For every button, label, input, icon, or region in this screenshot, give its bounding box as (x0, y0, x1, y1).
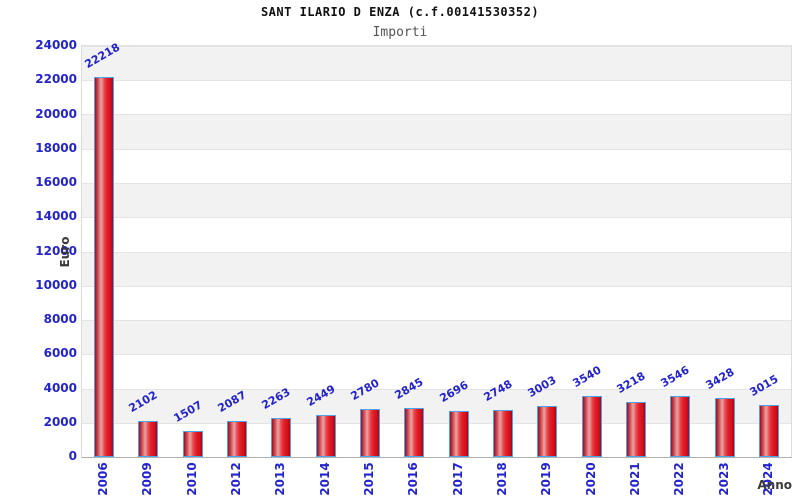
x-tick-label: 2019 (539, 462, 554, 496)
x-tick-label: 2021 (627, 462, 642, 496)
bar-2010 (183, 431, 203, 457)
y-tick-label: 22000 (35, 72, 77, 87)
x-tick-label: 2012 (229, 462, 244, 496)
grid-band (82, 217, 791, 252)
bar-2024 (759, 405, 779, 457)
x-tick-label: 2009 (140, 462, 155, 496)
grid-band (82, 114, 791, 149)
chart-subtitle: Importi (372, 25, 428, 40)
bar-2019 (537, 406, 557, 457)
x-axis-title: Anno (757, 478, 792, 492)
bar-2014 (316, 415, 336, 457)
x-tick-label: 2014 (317, 462, 332, 496)
y-tick-label: 6000 (43, 346, 77, 361)
bar-2013 (271, 418, 291, 457)
bar-2022 (670, 396, 690, 457)
bar-2023 (715, 398, 735, 457)
grid-band (82, 148, 791, 183)
bar-2020 (582, 396, 602, 457)
bar-2018 (493, 410, 513, 457)
bar-2012 (227, 421, 247, 457)
x-tick-label: 2015 (362, 462, 377, 496)
y-tick-label: 12000 (35, 243, 77, 258)
grid-band (82, 354, 791, 389)
grid-band (82, 80, 791, 115)
grid-band (82, 46, 791, 81)
y-tick-label: 16000 (35, 175, 77, 189)
grid-band (82, 319, 791, 355)
bar-2009 (138, 421, 158, 457)
x-tick-label: 2020 (583, 462, 598, 496)
bar-2021 (626, 402, 646, 457)
bar-2017 (449, 411, 469, 457)
x-tick-label: 2006 (96, 462, 111, 496)
y-tick-label: 10000 (35, 277, 77, 292)
bar-2015 (360, 409, 380, 457)
x-tick-label: 2024 (760, 462, 775, 496)
x-tick-label: 2010 (184, 462, 199, 496)
x-tick-label: 2013 (273, 462, 288, 496)
chart-title: SANT ILARIO D ENZA (c.f.00141530352) (260, 5, 540, 19)
y-tick-label: 8000 (43, 312, 77, 326)
x-tick-label: 2022 (672, 462, 687, 496)
y-tick-label: 14000 (35, 209, 77, 224)
x-tick-label: 2017 (450, 462, 465, 496)
grid-band (82, 182, 791, 218)
plot-area: 22218 2102 1507 2087 2263 2449 2780 2845 2696 274… (81, 41, 792, 458)
x-tick-label: 2018 (494, 462, 509, 496)
bar-2006 (94, 77, 114, 457)
y-tick-label: 0 (68, 449, 77, 463)
x-tick-label: 2023 (716, 462, 731, 496)
y-tick-label: 2000 (43, 414, 77, 429)
y-tick-label: 20000 (35, 106, 77, 121)
y-axis-title: Euro (58, 236, 72, 268)
bar-2016 (404, 408, 424, 457)
y-tick-label: 18000 (35, 140, 77, 155)
x-tick-label: 2016 (406, 462, 421, 496)
y-tick-label: 4000 (43, 380, 77, 395)
grid-band (82, 285, 791, 320)
y-tick-label: 24000 (35, 38, 77, 52)
grid-band (82, 251, 791, 286)
